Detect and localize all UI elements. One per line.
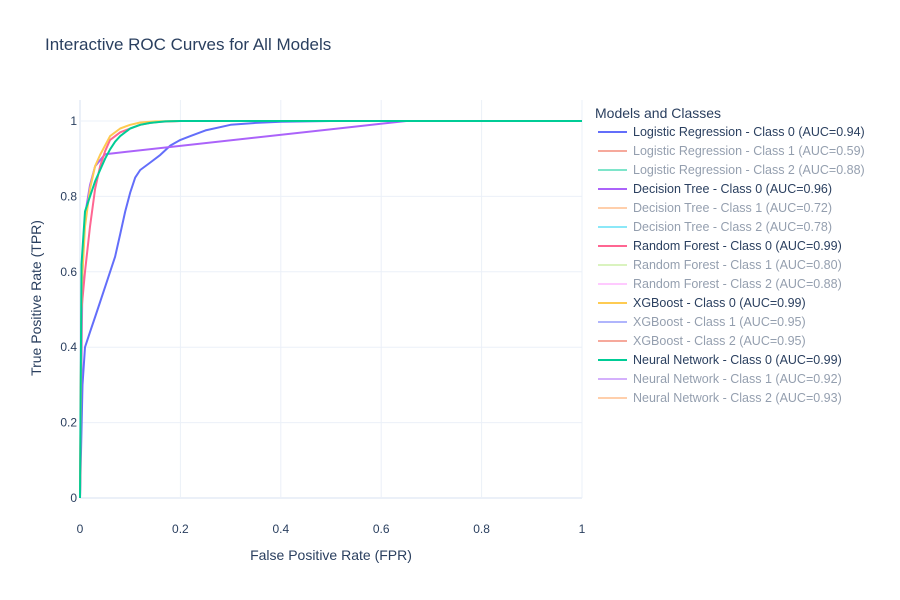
legend-item[interactable]: Random Forest - Class 2 (AUC=0.88): [598, 277, 842, 291]
y-axis-title: True Positive Rate (TPR): [28, 220, 44, 376]
legend-item[interactable]: Neural Network - Class 2 (AUC=0.93): [598, 391, 842, 405]
legend-item[interactable]: Decision Tree - Class 2 (AUC=0.78): [598, 220, 832, 234]
legend-item[interactable]: XGBoost - Class 0 (AUC=0.99): [598, 296, 806, 310]
y-tick-label: 0.6: [60, 265, 77, 279]
series-line-12[interactable]: [79, 120, 582, 499]
legend-label: Random Forest - Class 2 (AUC=0.88): [633, 277, 842, 291]
legend-label: Logistic Regression - Class 1 (AUC=0.59): [633, 144, 865, 158]
series-line-6[interactable]: [79, 120, 582, 499]
y-tick-label: 0: [70, 491, 77, 505]
legend-label: Decision Tree - Class 2 (AUC=0.78): [633, 220, 832, 234]
series-line-0[interactable]: [79, 120, 582, 499]
legend-item[interactable]: XGBoost - Class 2 (AUC=0.95): [598, 334, 806, 348]
legend-label: XGBoost - Class 0 (AUC=0.99): [633, 296, 806, 310]
legend-label: XGBoost - Class 2 (AUC=0.95): [633, 334, 806, 348]
y-tick-label: 1: [70, 114, 77, 128]
legend-label: XGBoost - Class 1 (AUC=0.95): [633, 315, 806, 329]
legend-item[interactable]: Neural Network - Class 1 (AUC=0.92): [598, 372, 842, 386]
x-tick-label: 0.8: [473, 522, 490, 536]
legend-label: Random Forest - Class 1 (AUC=0.80): [633, 258, 842, 272]
legend-label: Neural Network - Class 1 (AUC=0.92): [633, 372, 842, 386]
legend-item[interactable]: Decision Tree - Class 1 (AUC=0.72): [598, 201, 832, 215]
legend-label: Logistic Regression - Class 0 (AUC=0.94): [633, 125, 865, 139]
axis-ticks: 0 0.2 0.4 0.6 0.8 1 0 0.2 0.4 0.6 0.8 1: [60, 114, 585, 536]
legend-item[interactable]: Random Forest - Class 1 (AUC=0.80): [598, 258, 842, 272]
legend-item[interactable]: Neural Network - Class 0 (AUC=0.99): [598, 353, 842, 367]
y-tick-label: 0.8: [60, 189, 77, 203]
legend-label: Logistic Regression - Class 2 (AUC=0.88): [633, 163, 865, 177]
legend-item[interactable]: Decision Tree - Class 0 (AUC=0.96): [598, 182, 832, 196]
x-axis-title: False Positive Rate (FPR): [250, 547, 412, 563]
y-tick-label: 0.4: [60, 340, 77, 354]
legend-label: Random Forest - Class 0 (AUC=0.99): [633, 239, 842, 253]
x-tick-label: 0.4: [272, 522, 289, 536]
legend-label: Decision Tree - Class 1 (AUC=0.72): [633, 201, 832, 215]
legend-item[interactable]: Random Forest - Class 0 (AUC=0.99): [598, 239, 842, 253]
legend: Logistic Regression - Class 0 (AUC=0.94)…: [598, 125, 865, 405]
chart-title: Interactive ROC Curves for All Models: [45, 35, 331, 54]
legend-label: Decision Tree - Class 0 (AUC=0.96): [633, 182, 832, 196]
legend-item[interactable]: Logistic Regression - Class 2 (AUC=0.88): [598, 163, 865, 177]
legend-item[interactable]: Logistic Regression - Class 1 (AUC=0.59): [598, 144, 865, 158]
x-tick-label: 0.6: [373, 522, 390, 536]
legend-title: Models and Classes: [595, 105, 721, 121]
legend-label: Neural Network - Class 0 (AUC=0.99): [633, 353, 842, 367]
x-tick-label: 1: [579, 522, 586, 536]
series-line-9[interactable]: [79, 120, 582, 499]
plot-area[interactable]: [79, 120, 582, 499]
x-tick-label: 0: [77, 522, 84, 536]
legend-label: Neural Network - Class 2 (AUC=0.93): [633, 391, 842, 405]
legend-item[interactable]: XGBoost - Class 1 (AUC=0.95): [598, 315, 806, 329]
x-tick-label: 0.2: [172, 522, 189, 536]
y-tick-label: 0.2: [60, 416, 77, 430]
legend-item[interactable]: Logistic Regression - Class 0 (AUC=0.94): [598, 125, 865, 139]
series-line-3[interactable]: [79, 120, 582, 499]
